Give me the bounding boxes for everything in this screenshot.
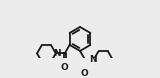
Text: N: N [53,49,60,58]
Text: O: O [61,63,69,72]
Text: O: O [81,69,89,78]
Text: N: N [89,55,97,64]
